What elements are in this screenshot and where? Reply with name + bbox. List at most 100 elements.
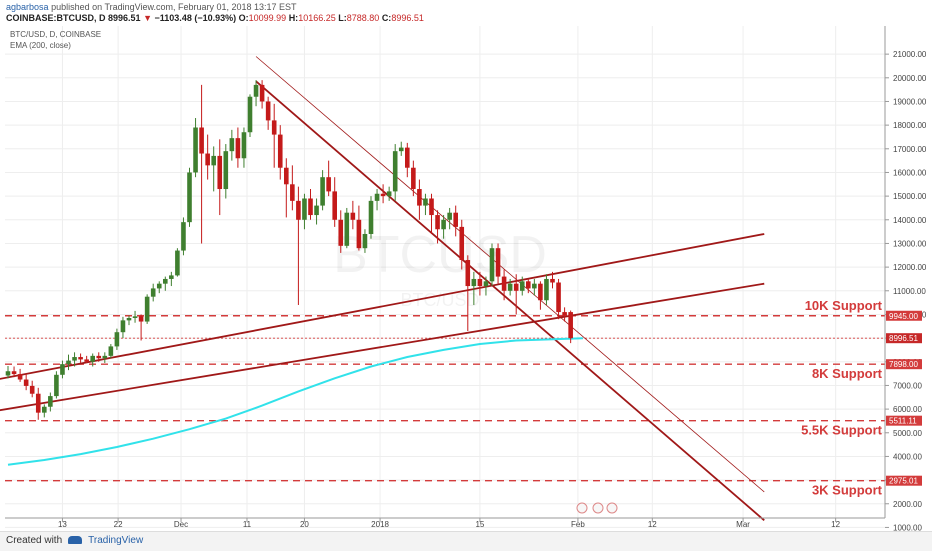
price-tag-bg <box>886 310 922 321</box>
candle <box>169 271 174 287</box>
candle-body <box>344 212 350 246</box>
candle-body <box>54 374 59 397</box>
candlesticks <box>5 80 573 420</box>
candle <box>205 134 210 180</box>
candle <box>441 215 446 239</box>
candle-body <box>411 167 416 190</box>
candle-body <box>447 212 452 220</box>
candle-body <box>11 371 17 375</box>
candle <box>405 142 410 178</box>
y-tick-label: 11000.00 <box>893 287 926 296</box>
candle-body <box>163 278 168 284</box>
price-tag-bg <box>886 475 922 486</box>
price-tag: 5511.11 <box>889 417 917 426</box>
y-tick-label: 20000.00 <box>893 74 927 83</box>
y-tick-label: 12000.00 <box>893 263 927 272</box>
symbol-label: COINBASE:BTCUSD, D <box>6 13 106 23</box>
candle-body <box>277 134 283 168</box>
candle <box>175 248 180 277</box>
candle <box>217 139 223 216</box>
ohlc-line: COINBASE:BTCUSD, D 8996.51 ▼ −1103.48 (−… <box>6 13 424 23</box>
candle <box>356 205 362 251</box>
candle <box>320 170 325 211</box>
candle <box>477 271 483 296</box>
candle-body <box>538 283 543 301</box>
candle-body <box>247 96 253 133</box>
candle <box>350 200 356 230</box>
candle-body <box>320 177 325 206</box>
candle-body <box>23 379 29 386</box>
y-tick-label: 21000.00 <box>893 50 927 59</box>
watermark-symbol: BTCUSD <box>333 226 547 284</box>
candle <box>519 276 525 296</box>
y-tick-label: 15000.00 <box>893 192 927 201</box>
candle <box>54 371 59 399</box>
legend-title: BTC/USD, D, COINBASE <box>10 30 101 39</box>
candle <box>223 144 229 199</box>
low-value: 8788.80 <box>346 13 380 23</box>
support-label: 5.5K Support <box>801 423 883 438</box>
candle-body <box>471 278 477 287</box>
flag-icon[interactable] <box>606 502 618 514</box>
candle <box>314 198 319 225</box>
x-tick-label: 12 <box>831 520 840 529</box>
candle-body <box>453 212 458 227</box>
candle <box>156 281 162 294</box>
y-tick-label: 16000.00 <box>893 168 927 177</box>
candle <box>501 269 507 301</box>
candle-body <box>489 248 495 282</box>
candle-body <box>290 184 295 201</box>
candle-body <box>17 374 23 380</box>
support-label: 3K Support <box>812 483 883 498</box>
tradingview-link[interactable]: TradingView <box>88 535 144 546</box>
candle <box>513 274 519 315</box>
candle-body <box>271 120 277 135</box>
flag-icon[interactable] <box>576 502 588 514</box>
event-icons[interactable] <box>576 502 618 514</box>
candle-body <box>417 189 422 206</box>
candle-body <box>259 84 265 102</box>
candle <box>126 315 132 326</box>
x-tick-label: 15 <box>475 520 484 529</box>
candle-body <box>526 281 531 289</box>
candle-body <box>150 288 156 297</box>
trend-lines <box>0 56 765 522</box>
candle-body <box>205 153 210 166</box>
candle <box>411 160 416 197</box>
candle <box>29 380 35 398</box>
candle-body <box>459 226 465 261</box>
x-tick-label: 13 <box>58 520 67 529</box>
y-tick-label: 7000.00 <box>893 381 922 390</box>
candle-body <box>193 127 198 173</box>
x-tick-label: Mar <box>736 520 750 529</box>
candle-body <box>284 167 289 185</box>
candle-body <box>362 233 368 249</box>
candle <box>471 271 477 305</box>
flag-icon[interactable] <box>592 502 604 514</box>
x-tick-label: 11 <box>243 520 252 529</box>
candle-body <box>465 260 471 287</box>
candle-body <box>132 316 138 318</box>
y-tick-label: 18000.00 <box>893 121 927 130</box>
change-arrow-icon: ▼ <box>143 13 153 23</box>
y-tick-label: 19000.00 <box>893 97 927 106</box>
candle <box>60 360 65 379</box>
x-tick-label: Dec <box>174 520 188 529</box>
candle <box>72 352 77 367</box>
close-value: 8996.51 <box>391 13 424 23</box>
candle <box>398 141 404 156</box>
candle <box>435 210 440 244</box>
publish-text: published on TradingView.com, February 0… <box>51 2 297 12</box>
candle-body <box>84 359 89 362</box>
price-axis: 1000.002000.003000.004000.005000.006000.… <box>884 26 927 532</box>
candle <box>11 366 17 378</box>
candle-body <box>156 283 162 289</box>
author-link[interactable]: agbarbosa <box>6 2 49 12</box>
candle-body <box>96 355 102 359</box>
candle-body <box>332 191 337 220</box>
support-label: 8K Support <box>812 366 883 381</box>
candle-body <box>302 198 307 220</box>
candle-body <box>187 172 192 223</box>
candle <box>144 294 150 324</box>
